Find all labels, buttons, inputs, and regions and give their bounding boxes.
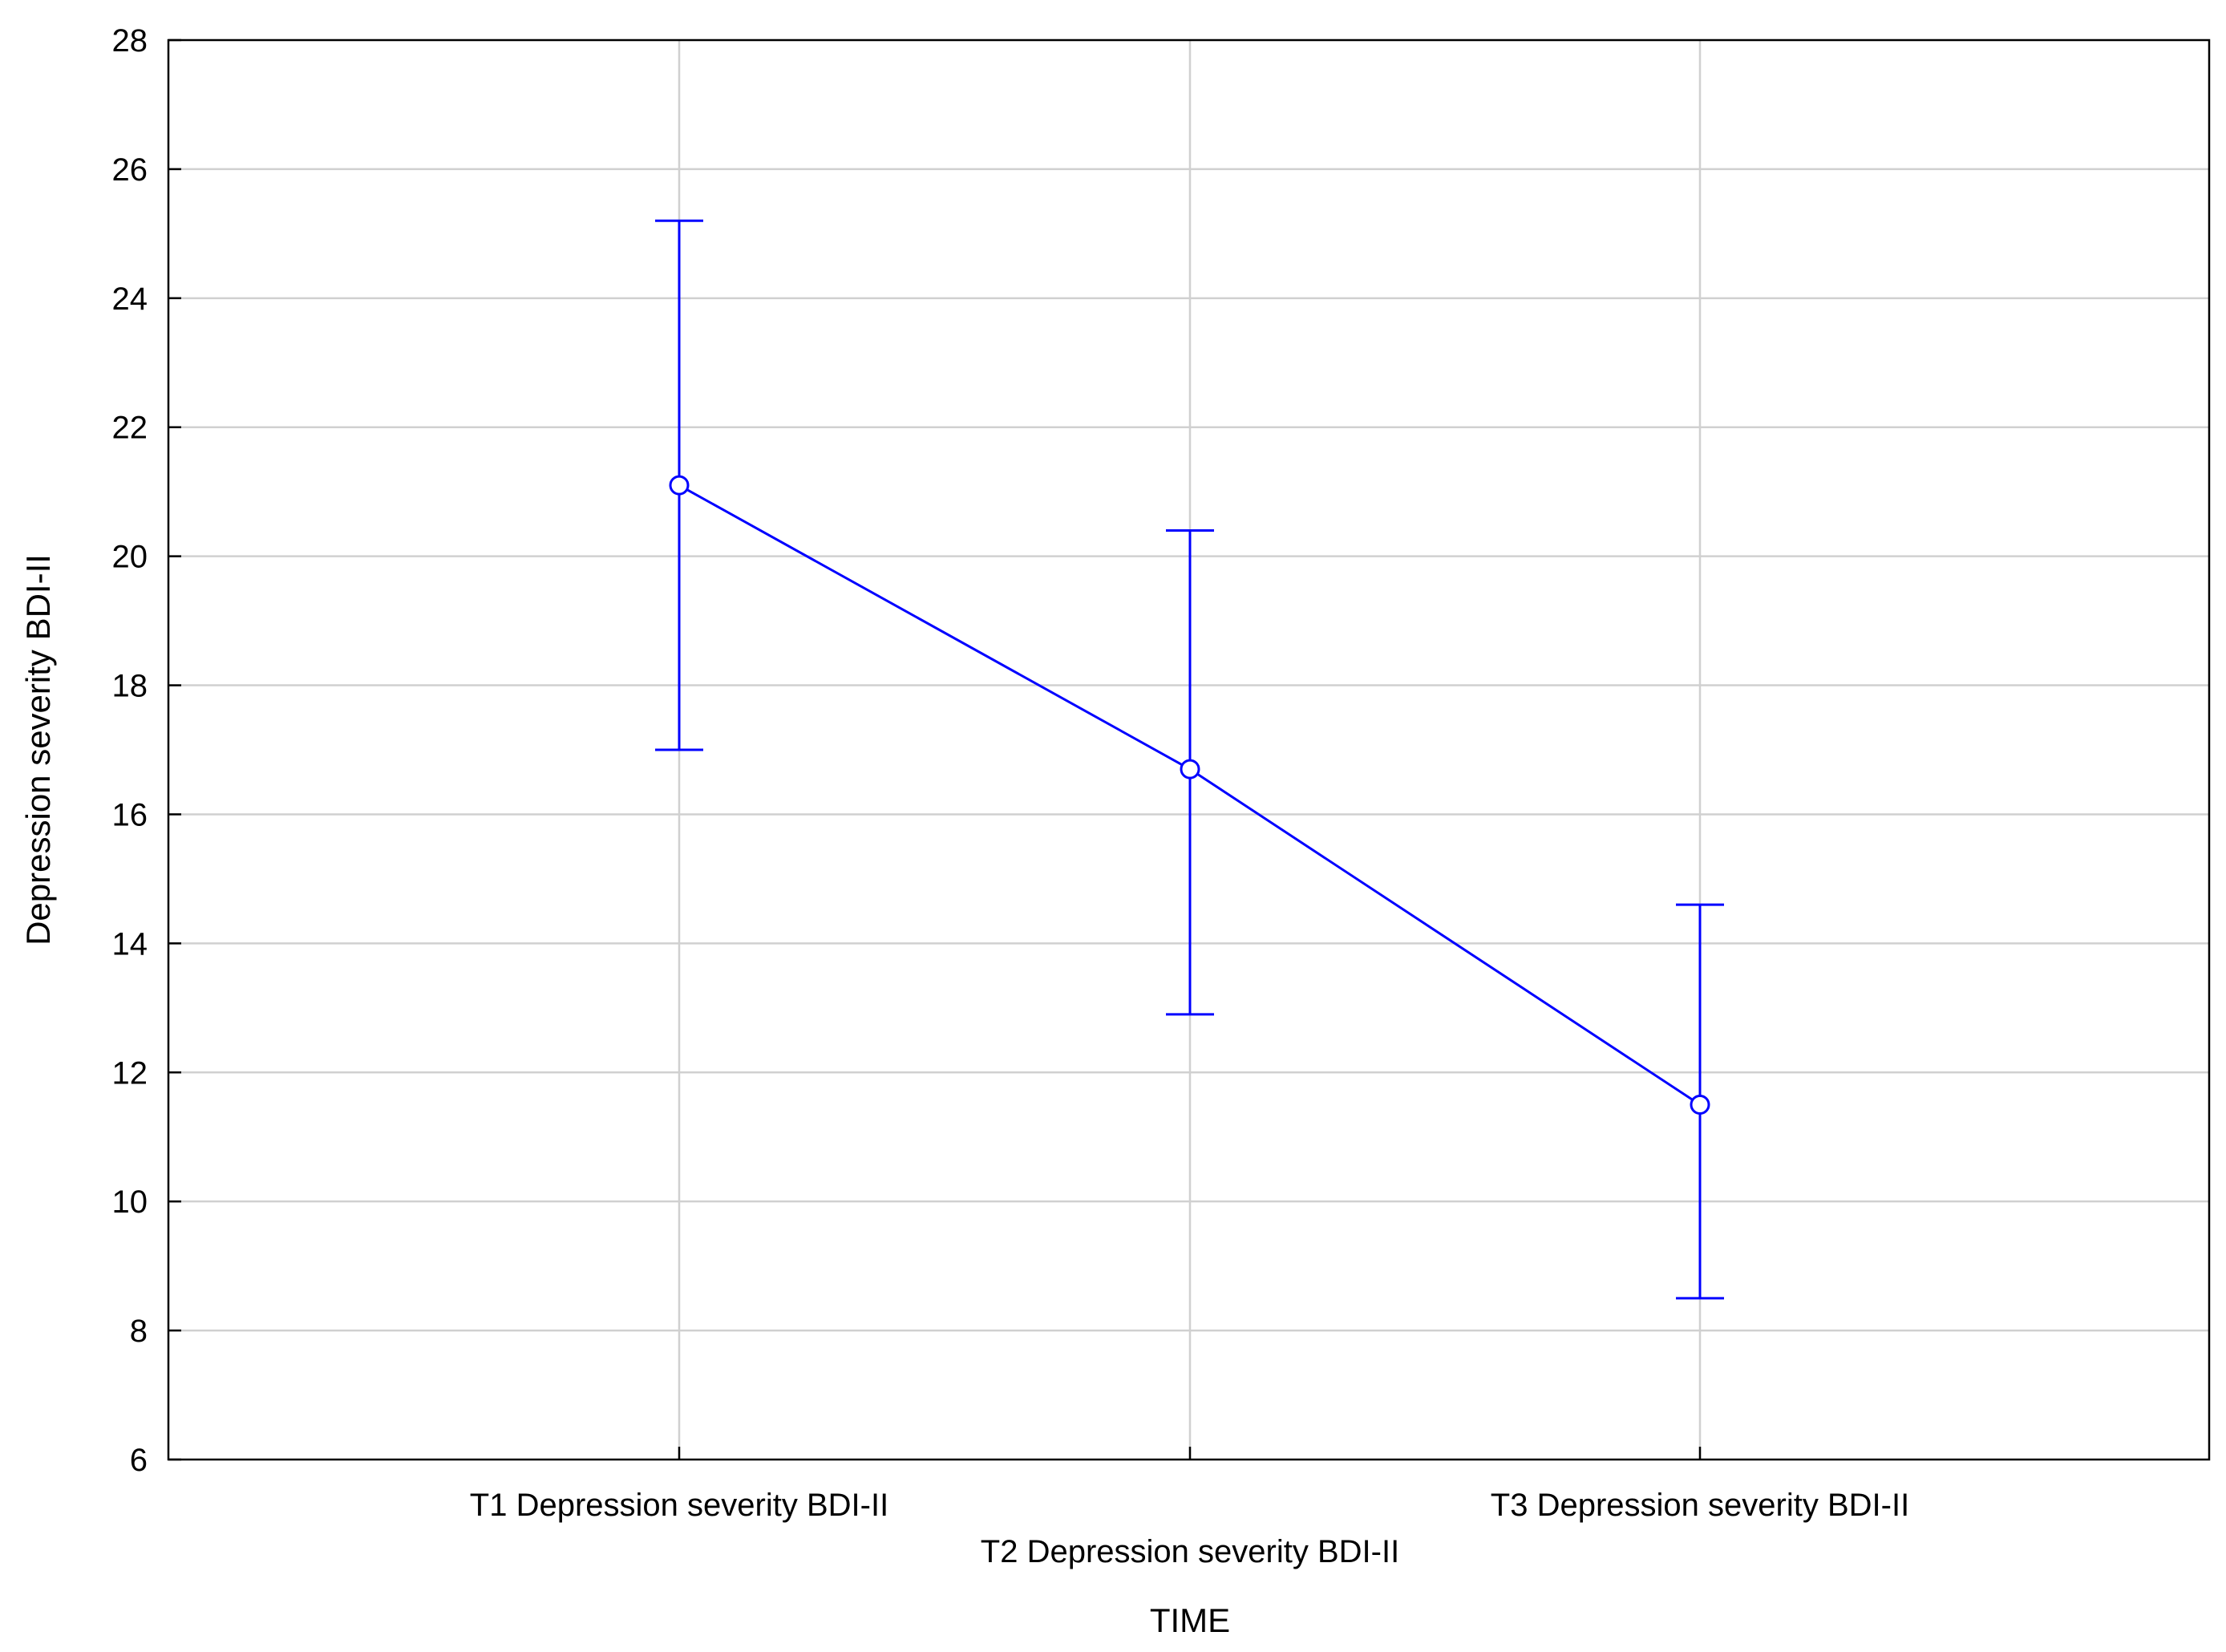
x-tick-label: T3 Depression severity BDI-II xyxy=(1491,1488,1909,1523)
y-axis-title: Depression severity BDI-II xyxy=(19,554,57,945)
y-tick-label: 16 xyxy=(112,797,148,832)
y-tick-label: 6 xyxy=(130,1443,148,1478)
y-tick-label: 22 xyxy=(112,411,148,446)
y-tick-label: 26 xyxy=(112,152,148,188)
y-tick-label: 8 xyxy=(130,1314,148,1349)
y-tick-label: 12 xyxy=(112,1055,148,1091)
y-ticks: 6 8 10 12 14 16 18 20 22 24 26 28 xyxy=(112,23,181,1478)
mean-point xyxy=(669,475,690,496)
mean-point xyxy=(1180,759,1200,779)
y-tick-label: 14 xyxy=(112,926,148,962)
series-mean-line xyxy=(655,219,1724,1300)
x-tick-label: T2 Depression severity BDI-II xyxy=(981,1534,1399,1569)
mean-point xyxy=(1690,1095,1710,1115)
x-axis-title: TIME xyxy=(1150,1601,1230,1639)
x-ticks: T1 Depression severity BDI-II T2 Depressi… xyxy=(470,1447,1909,1569)
plot-area-frame xyxy=(167,38,2211,1461)
y-tick-label: 24 xyxy=(112,281,148,317)
y-tick-label: 28 xyxy=(112,23,148,59)
y-tick-label: 18 xyxy=(112,669,148,704)
x-tick-label: T1 Depression severity BDI-II xyxy=(470,1488,888,1523)
y-tick-label: 20 xyxy=(112,540,148,575)
y-tick-label: 10 xyxy=(112,1184,148,1220)
